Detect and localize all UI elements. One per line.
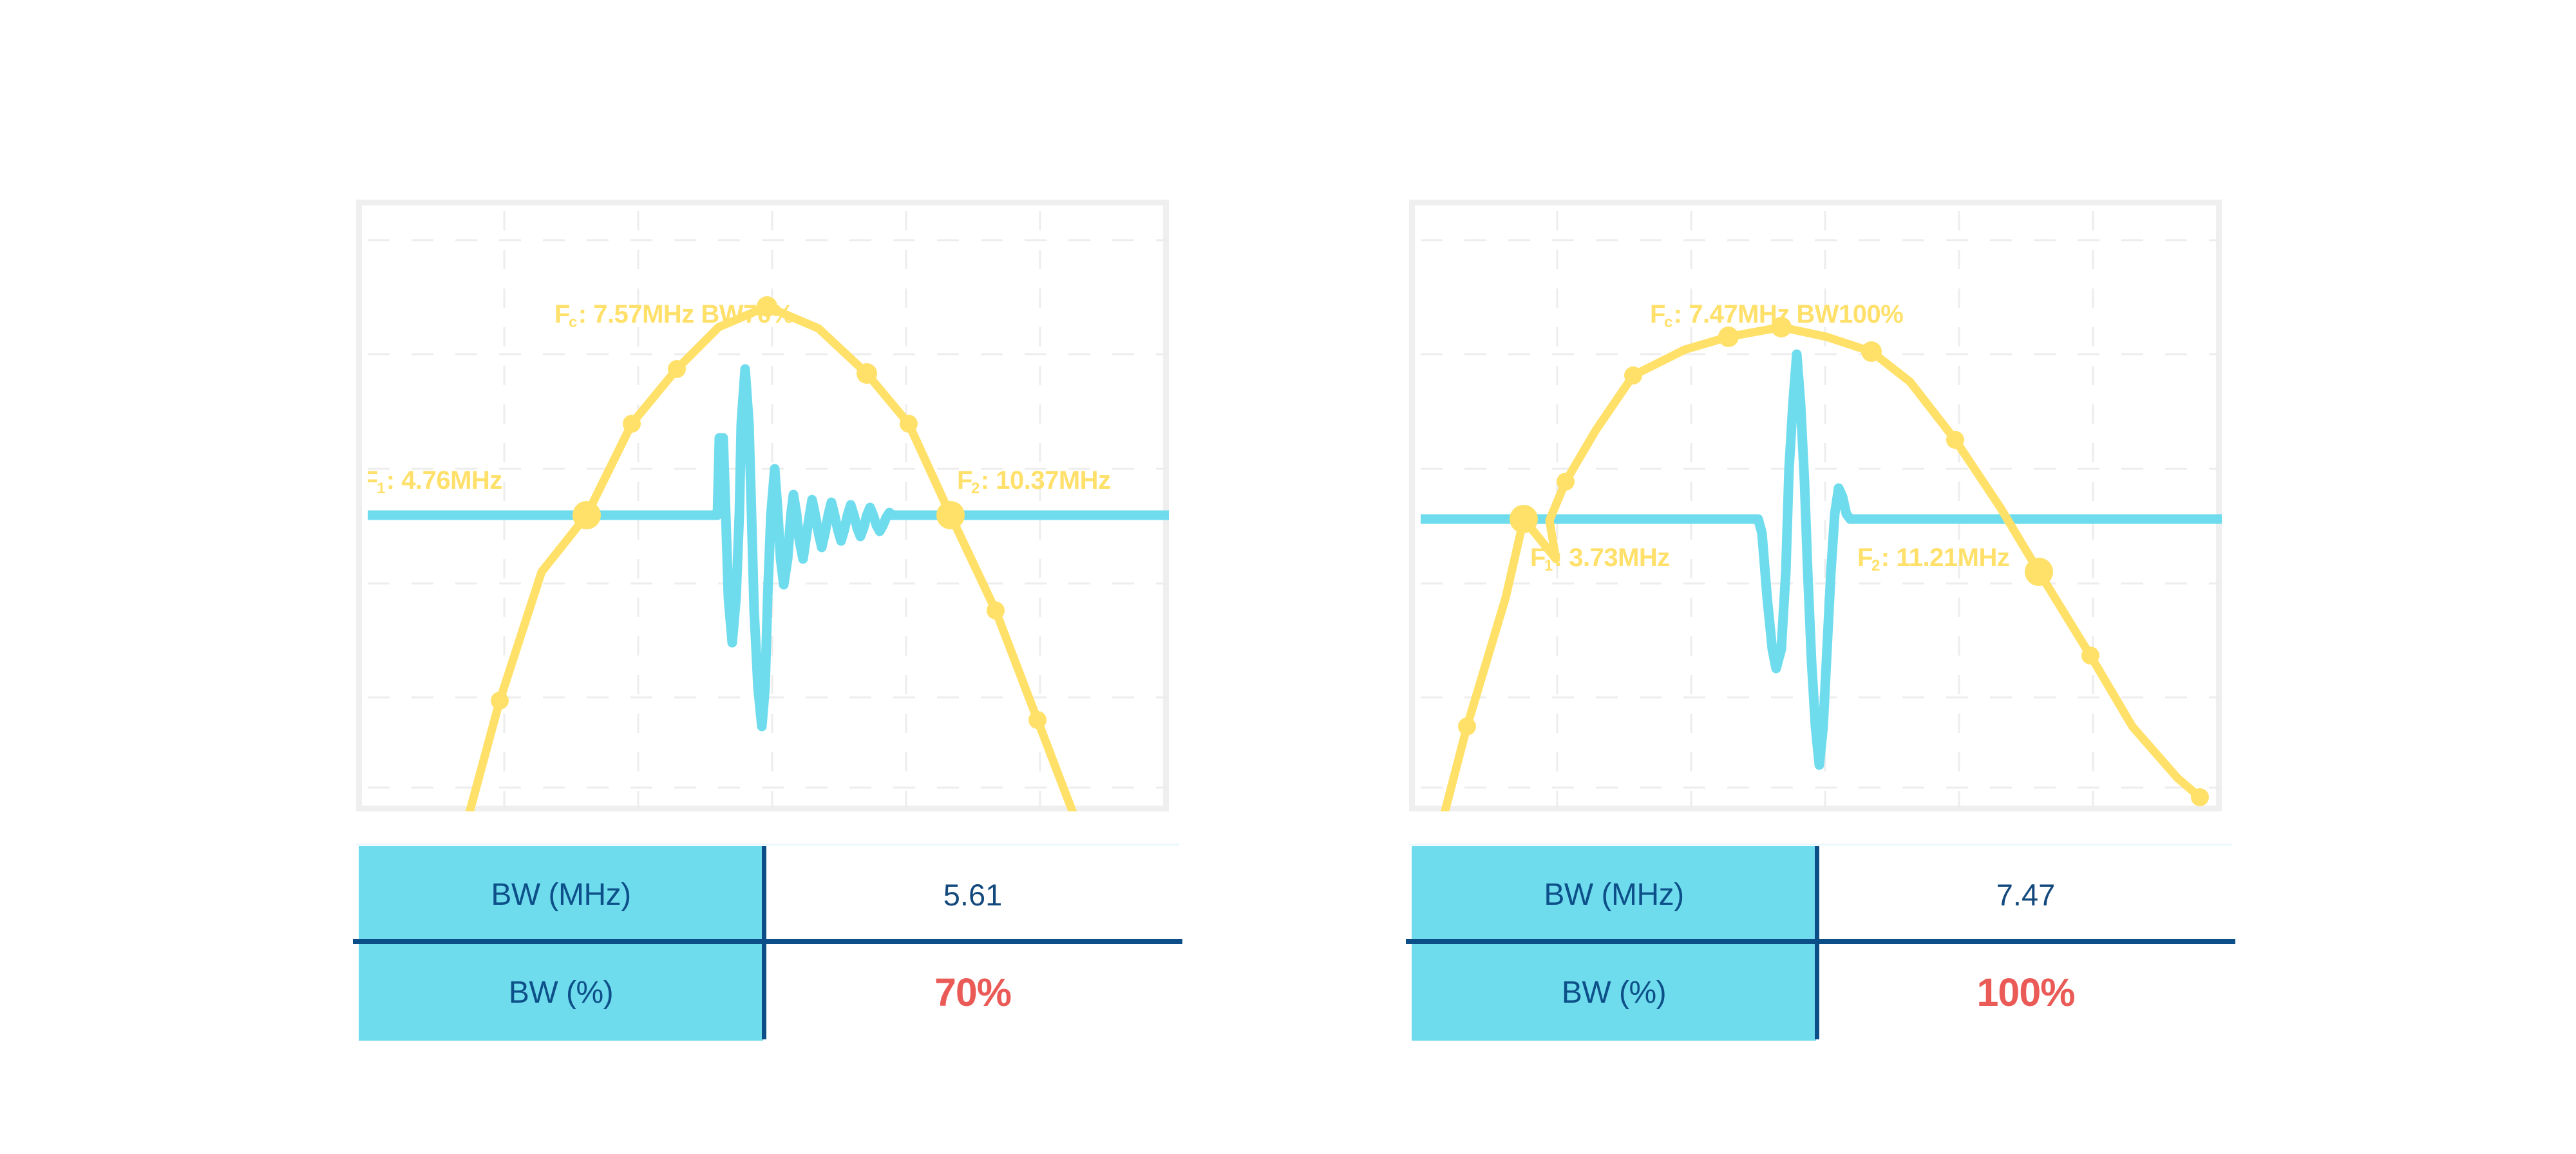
f1-subscript: 1	[376, 480, 385, 497]
table-row-header-bw-mhz: BW (MHz)	[1412, 846, 1816, 943]
table-row-header-bw-mhz: BW (MHz)	[359, 846, 763, 943]
table-row-header-bw-percent: BW (%)	[359, 944, 763, 1041]
spectrum-markers-left	[491, 296, 1046, 729]
waveform-trace-left	[368, 364, 1169, 732]
f1-prefix: F	[1530, 544, 1546, 572]
table-value-bw-mhz: 5.61	[943, 877, 1003, 912]
annotation-f1-right: F1: 3.73MHz	[1530, 544, 1671, 574]
f2-subscript: 2	[1871, 557, 1880, 574]
fc-prefix: F	[554, 300, 570, 328]
annotation-f2-right: F2: 11.21MHz	[1857, 544, 2010, 574]
spectrum-markers-right	[1458, 317, 2209, 806]
waveform-trace-right	[1421, 349, 2222, 770]
table-top-rule	[356, 844, 1179, 846]
plot-frame-right: Fc: 7.47MHz BW100% F1: 3.73MHz F2: 11.21…	[1409, 200, 2222, 811]
f2-text: : 11.21MHz	[1880, 544, 2010, 572]
curves-right	[1421, 317, 2222, 811]
table-row-header-bw-percent: BW (%)	[1412, 944, 1816, 1041]
f2-prefix: F	[1857, 544, 1873, 572]
f1-text: : 3.73MHz	[1553, 544, 1671, 572]
table-column-rule	[762, 846, 766, 1039]
chart-panel-left: Fc: 7.57MHz BW70% F1: 4.76MHz F2: 10.37M…	[356, 200, 1169, 811]
f2-text: : 10.37MHz	[980, 466, 1111, 495]
table-column-rule	[1815, 846, 1819, 1039]
f1-text: : 4.76MHz	[386, 466, 503, 495]
f1-subscript: 1	[1544, 557, 1553, 574]
table-value-bw-percent: 70%	[934, 970, 1012, 1014]
curves-left	[368, 296, 1169, 811]
fc-text: : 7.57MHz BW70%	[578, 300, 794, 328]
chart-panel-right: Fc: 7.47MHz BW100% F1: 3.73MHz F2: 11.21…	[1409, 200, 2222, 811]
bw-table-left: BW (MHz) 5.61 BW (%) 70%	[353, 844, 1182, 1041]
annotation-f1-left: F1: 4.76MHz	[368, 466, 503, 497]
table-mid-rule	[1406, 939, 2235, 944]
plot-area-left: Fc: 7.57MHz BW70% F1: 4.76MHz F2: 10.37M…	[368, 211, 1169, 811]
spectrum-trace-right	[1440, 323, 2204, 811]
table-mid-rule	[353, 939, 1182, 944]
f2-subscript: 2	[971, 480, 980, 497]
annotation-fc-left: Fc: 7.57MHz BW70%	[554, 300, 794, 330]
fc-prefix: F	[1650, 300, 1665, 328]
fc-subscript: c	[568, 314, 577, 331]
bw-table-right: BW (MHz) 7.47 BW (%) 100%	[1406, 844, 2235, 1041]
table-value-bw-mhz: 7.47	[1996, 877, 2056, 912]
fc-subscript: c	[1663, 314, 1672, 331]
f2-prefix: F	[957, 466, 972, 495]
fc-text: : 7.47MHz BW100%	[1673, 300, 1904, 328]
grid-right	[1421, 211, 2222, 811]
table-top-rule	[1409, 844, 2232, 846]
plot-area-right: Fc: 7.47MHz BW100% F1: 3.73MHz F2: 11.21…	[1421, 211, 2222, 811]
annotation-f2-left: F2: 10.37MHz	[957, 466, 1111, 497]
annotation-fc-right: Fc: 7.47MHz BW100%	[1650, 300, 1904, 330]
f1-prefix: F	[368, 466, 378, 495]
plot-frame-left: Fc: 7.57MHz BW70% F1: 4.76MHz F2: 10.37M…	[356, 200, 1169, 811]
table-value-bw-percent: 100%	[1976, 970, 2075, 1014]
